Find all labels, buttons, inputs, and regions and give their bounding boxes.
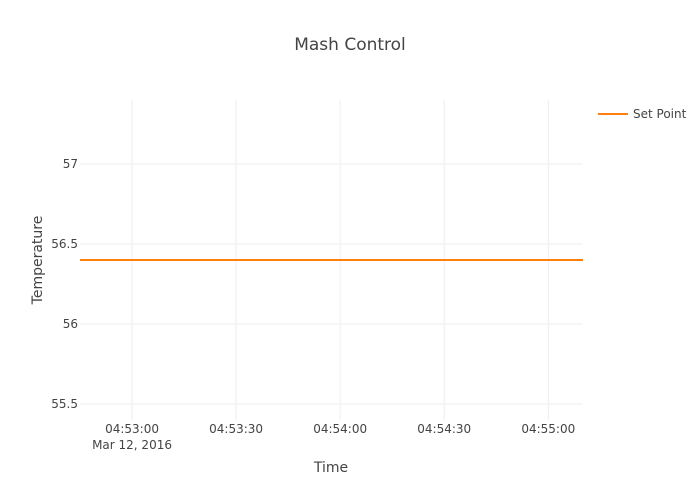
x-tick-label: 04:53:00 xyxy=(105,422,159,436)
y-tick-label: 56 xyxy=(63,317,78,331)
x-tick-label: 04:53:30 xyxy=(209,422,263,436)
x-tick-label: 04:54:00 xyxy=(313,422,367,436)
x-date-label: Mar 12, 2016 xyxy=(92,438,172,452)
legend[interactable]: Set Point xyxy=(598,107,687,121)
y-tick-label: 57 xyxy=(63,157,78,171)
x-axis-label: Time xyxy=(313,460,348,476)
y-axis-label: Temperature xyxy=(30,216,46,306)
y-tick-label: 56.5 xyxy=(51,237,78,251)
chart-title: Mash Control xyxy=(294,35,406,55)
axis-layer: 55.5 56 56.5 57 04:53:00 Mar 12, 2016 04:53:30… xyxy=(51,157,575,452)
x-tick-label: 04:54:30 xyxy=(417,422,471,436)
x-tick-label: 04:55:00 xyxy=(521,422,575,436)
grid-layer xyxy=(80,100,583,420)
legend-label: Set Point xyxy=(633,107,687,121)
y-tick-label: 55.5 xyxy=(51,397,78,411)
